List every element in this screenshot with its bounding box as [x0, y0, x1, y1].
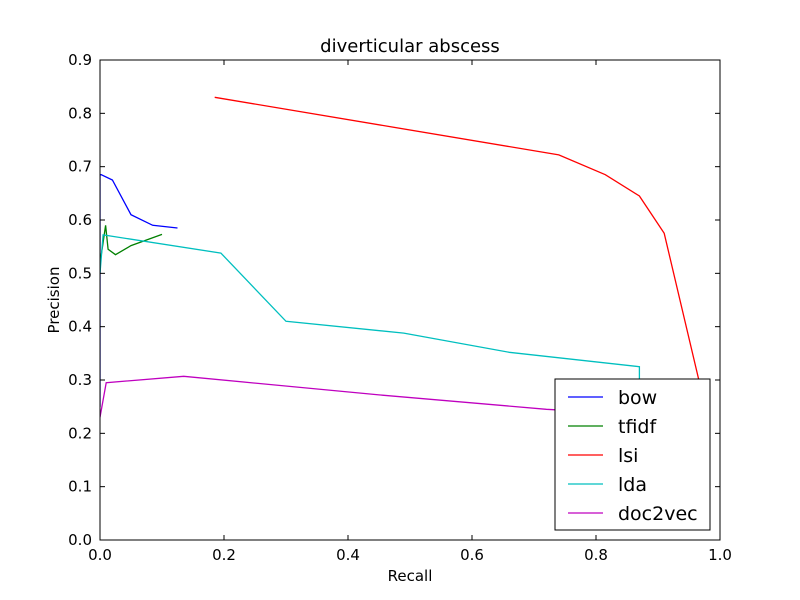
y-tick-label: 0.0: [68, 531, 92, 549]
series-line-doc2vec: [100, 375, 597, 418]
x-axis-label: Recall: [388, 567, 433, 585]
chart-title: diverticular abscess: [320, 36, 500, 57]
series-line-bow: [100, 174, 178, 407]
x-tick-label: 0.2: [212, 546, 236, 564]
y-tick-label: 0.6: [68, 211, 92, 229]
x-tick-label: 0.0: [88, 546, 112, 564]
legend: bow tfidf lsi lda doc2vec: [554, 378, 711, 531]
x-tick-label: 0.4: [336, 546, 360, 564]
legend-label-lsi: lsi: [618, 445, 638, 467]
y-axis-label: Precision: [45, 267, 63, 334]
y-tick-label: 0.2: [68, 424, 92, 442]
legend-label-tfidf: tfidf: [618, 416, 657, 438]
y-tick-label: 0.4: [68, 318, 92, 336]
ticks-layer: 0.0 0.2 0.4 0.6 0.8 1.0 0.0 0.1 0.2 0.3 0.4 0.5 0.6 0…: [68, 51, 732, 564]
plot-area-frame: [99, 59, 721, 541]
legend-label-lda: lda: [618, 474, 647, 496]
y-tick-label: 0.9: [68, 51, 92, 69]
series-line-lsi: [214, 96, 706, 405]
y-tick-label: 0.7: [68, 158, 92, 176]
legend-label-doc2vec: doc2vec: [618, 503, 698, 525]
x-tick-label: 0.6: [460, 546, 484, 564]
legend-label-bow: bow: [618, 387, 657, 409]
series-line-tfidf: [100, 225, 163, 263]
x-tick-label: 0.8: [584, 546, 608, 564]
y-tick-label: 0.1: [68, 478, 92, 496]
y-tick-label: 0.8: [68, 104, 92, 122]
x-tick-label: 1.0: [708, 546, 732, 564]
series-layer: [100, 96, 706, 418]
series-line-lda: [100, 234, 641, 380]
y-tick-label: 0.3: [68, 371, 92, 389]
y-tick-label: 0.5: [68, 264, 92, 282]
